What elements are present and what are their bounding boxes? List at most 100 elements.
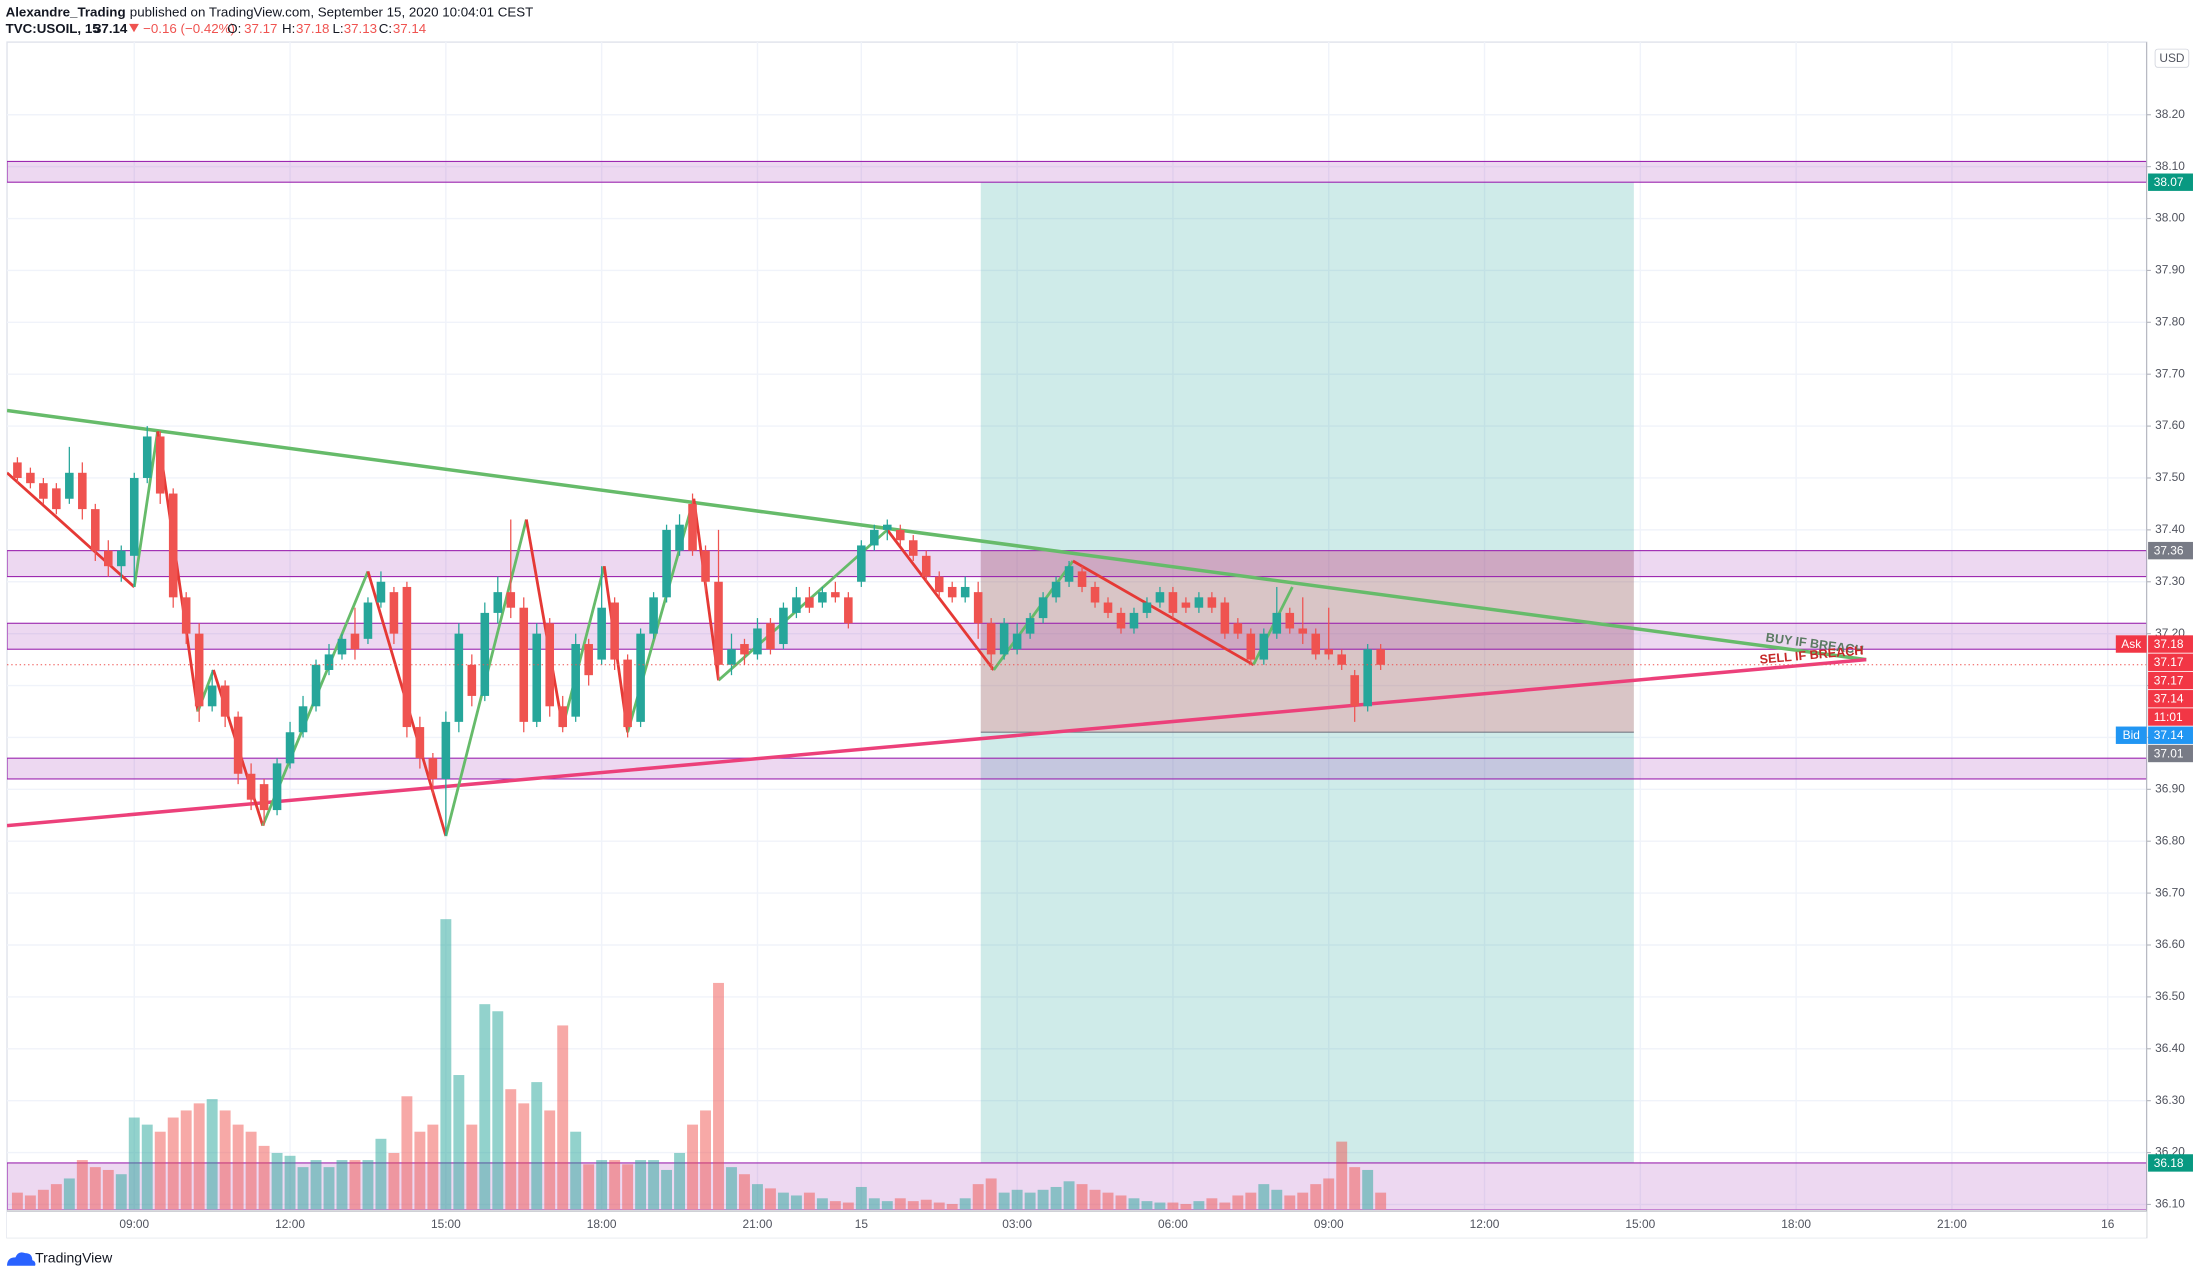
volume-bar [1206,1198,1218,1210]
candle-body [1129,612,1139,629]
candle-body [1038,597,1048,619]
y-tick-label: 36.10 [2155,1197,2185,1211]
volume-bar [323,1167,335,1210]
candle-body [545,623,555,707]
volume-bar [1245,1192,1257,1210]
volume-bar [1349,1167,1361,1210]
candle-body [1168,592,1178,613]
candle-body [636,633,645,722]
volume-bar [206,1099,218,1210]
price-tag-box [2148,690,2193,708]
sr-zone [7,622,2147,650]
candle-body [753,628,762,655]
zigzag-segment [524,519,565,728]
volume-bar [297,1167,309,1210]
volume-bar [180,1110,192,1210]
brand: TradingView [35,1249,113,1265]
volume-bar [167,1117,179,1210]
candle-body [1051,581,1061,598]
candle-body [973,592,983,624]
volume-bar [63,1178,75,1210]
x-tick-label: 12:00 [275,1217,305,1231]
volume-bar [401,1096,413,1210]
candle-body [584,644,593,676]
volume-bar [1037,1189,1049,1210]
volume-bar [466,1124,478,1210]
candle-body [194,633,204,707]
price-tag: 37.01 [2154,746,2184,760]
zigzag-segment [1072,559,1255,667]
ohlc-label: L: [333,21,344,36]
candle-body [1012,633,1022,650]
countdown: 11:01 [2154,710,2183,724]
candle-body [1064,566,1074,582]
candle-body [779,607,788,645]
y-tick-label: 37.90 [2155,263,2185,277]
volume-bar [829,1201,841,1210]
volume-bar [959,1198,971,1210]
price-tag-box [2148,173,2193,191]
volume-bar [50,1184,62,1210]
volume-bar [76,1160,88,1210]
candle-body [1025,618,1035,634]
candle-body [999,623,1009,655]
candle-body [1116,612,1126,629]
candle-body [26,472,35,484]
y-tick-label: 37.60 [2155,418,2185,432]
candle-body [91,509,100,551]
caption-box [2115,635,2147,653]
volume-bar [933,1202,945,1210]
price-tag-box [2148,744,2193,763]
candle-body [220,685,230,717]
y-tick-label: 36.40 [2155,1041,2185,1055]
candle-body [168,493,178,598]
volume-bar [544,1110,556,1210]
price-tag-caption: Bid [2123,728,2140,742]
candle-body [1311,633,1321,655]
y-tick-label: 36.30 [2155,1093,2185,1107]
volume-bar [1336,1141,1348,1210]
time-axis-bg [7,1211,2147,1238]
candle-body [675,524,684,551]
y-tick-label: 36.70 [2155,885,2185,899]
volume-bar [816,1198,828,1210]
x-tick-label: 03:00 [1002,1217,1032,1231]
volume-bar [764,1188,776,1210]
x-tick-label: 18:00 [1781,1217,1811,1231]
sr-zone [7,757,2147,780]
volume-bar [219,1110,231,1210]
volume-bar [115,1174,127,1210]
volume-bar [687,1124,698,1210]
candle-body [986,623,996,655]
volume-bar [362,1160,374,1210]
price-tag-box [2148,635,2193,653]
footer-bg [0,1240,2200,1277]
caption-box [2115,726,2147,744]
y-tick-label: 37.70 [2155,366,2185,380]
ohlc-label: C: [379,21,392,36]
candle-body [506,592,516,608]
x-tick-label: 15:00 [431,1217,461,1231]
logo-icon [7,1252,36,1266]
volume-bar [726,1167,737,1210]
trendline [7,408,1867,662]
volume-bar [1219,1202,1231,1210]
y-tick-label: 37.50 [2155,470,2185,484]
volume-bar [739,1174,750,1210]
candle-body [285,732,295,764]
candle-body [831,592,840,598]
candle-body [597,607,606,660]
price-tag: 37.14 [2154,728,2184,742]
volume-bar [284,1155,296,1210]
volume-bar [1102,1192,1114,1210]
zigzag-segment [561,565,606,728]
candle-body [389,592,399,634]
symbol: TVC:USOIL, 15 [6,21,101,36]
candle-body [129,477,139,556]
candle-body [727,649,736,665]
candle-body [947,586,957,598]
y-tick-label: 36.60 [2155,937,2185,951]
volume-bar [1115,1195,1127,1210]
candle-body [441,721,451,779]
change: −0.16 (−0.42%) [143,21,235,36]
